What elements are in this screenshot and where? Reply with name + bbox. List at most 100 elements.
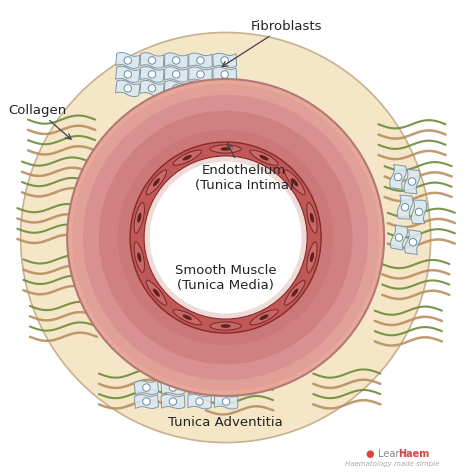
Polygon shape (161, 395, 185, 409)
Text: Learn: Learn (378, 448, 406, 458)
Text: Fibroblasts: Fibroblasts (222, 20, 322, 68)
Polygon shape (310, 253, 314, 263)
Circle shape (20, 33, 431, 443)
Polygon shape (134, 203, 145, 234)
Circle shape (143, 398, 150, 406)
Circle shape (124, 86, 131, 93)
Polygon shape (250, 310, 278, 325)
Polygon shape (134, 380, 159, 395)
Circle shape (148, 58, 156, 65)
Text: Tunica Adventitia: Tunica Adventitia (168, 415, 283, 428)
Polygon shape (259, 315, 269, 320)
Polygon shape (116, 53, 140, 69)
Circle shape (118, 130, 333, 346)
Circle shape (222, 384, 230, 391)
Polygon shape (307, 203, 317, 234)
Polygon shape (188, 394, 211, 409)
Polygon shape (173, 310, 201, 325)
Polygon shape (146, 280, 167, 306)
Circle shape (408, 178, 416, 186)
Polygon shape (140, 81, 164, 97)
Circle shape (99, 111, 352, 365)
Circle shape (130, 143, 321, 333)
Polygon shape (140, 54, 164, 69)
Polygon shape (188, 380, 211, 395)
Polygon shape (391, 226, 408, 250)
Polygon shape (284, 281, 305, 306)
Polygon shape (164, 81, 188, 97)
Circle shape (221, 58, 228, 65)
Polygon shape (292, 289, 298, 297)
Polygon shape (146, 170, 167, 195)
Circle shape (173, 86, 180, 93)
Polygon shape (213, 68, 237, 82)
Polygon shape (284, 170, 305, 196)
Circle shape (197, 86, 204, 93)
Polygon shape (137, 253, 141, 263)
Circle shape (124, 71, 131, 79)
Polygon shape (134, 395, 158, 409)
Text: Haematology made simple: Haematology made simple (345, 460, 439, 466)
Circle shape (124, 58, 131, 65)
Circle shape (83, 96, 368, 380)
Circle shape (165, 178, 286, 298)
Text: Endothelium
(Tunica Intima): Endothelium (Tunica Intima) (195, 144, 294, 191)
Polygon shape (307, 242, 317, 273)
Polygon shape (116, 81, 140, 98)
Polygon shape (214, 394, 238, 409)
Polygon shape (134, 242, 145, 273)
Circle shape (143, 384, 150, 391)
Circle shape (395, 234, 403, 242)
Polygon shape (153, 179, 160, 187)
Circle shape (221, 86, 228, 93)
Circle shape (138, 151, 313, 325)
Polygon shape (213, 82, 237, 97)
Polygon shape (137, 213, 141, 223)
Circle shape (159, 171, 292, 305)
Circle shape (169, 398, 177, 406)
Polygon shape (210, 322, 242, 330)
Circle shape (67, 80, 384, 396)
Circle shape (409, 239, 417, 247)
Circle shape (415, 208, 423, 216)
Polygon shape (140, 68, 164, 83)
Text: Haem: Haem (398, 448, 429, 458)
Circle shape (173, 71, 180, 79)
Circle shape (196, 398, 203, 406)
Polygon shape (161, 381, 185, 395)
Polygon shape (182, 156, 192, 161)
Polygon shape (390, 165, 406, 190)
Polygon shape (210, 146, 241, 154)
Circle shape (197, 58, 204, 65)
Polygon shape (220, 325, 231, 328)
Polygon shape (182, 315, 192, 320)
Polygon shape (189, 82, 212, 97)
Polygon shape (259, 156, 269, 161)
Circle shape (197, 71, 204, 79)
Polygon shape (116, 67, 140, 83)
Circle shape (222, 398, 230, 406)
Polygon shape (397, 196, 413, 220)
Circle shape (72, 85, 379, 391)
Circle shape (401, 204, 409, 211)
Polygon shape (292, 179, 298, 187)
Circle shape (150, 162, 301, 314)
Circle shape (173, 58, 180, 65)
Polygon shape (220, 148, 231, 151)
Polygon shape (153, 289, 160, 297)
Polygon shape (310, 213, 314, 223)
Polygon shape (250, 151, 278, 166)
Circle shape (148, 71, 156, 79)
Polygon shape (213, 54, 237, 69)
Text: Collagen: Collagen (8, 104, 71, 140)
Circle shape (196, 384, 203, 391)
Polygon shape (164, 54, 188, 69)
Polygon shape (189, 54, 212, 69)
Polygon shape (405, 230, 421, 255)
Polygon shape (189, 68, 212, 83)
Circle shape (394, 174, 402, 181)
Polygon shape (411, 200, 427, 224)
Circle shape (169, 384, 177, 391)
Circle shape (144, 157, 307, 319)
Text: Smooth Muscle
(Tunica Media): Smooth Muscle (Tunica Media) (175, 264, 276, 291)
